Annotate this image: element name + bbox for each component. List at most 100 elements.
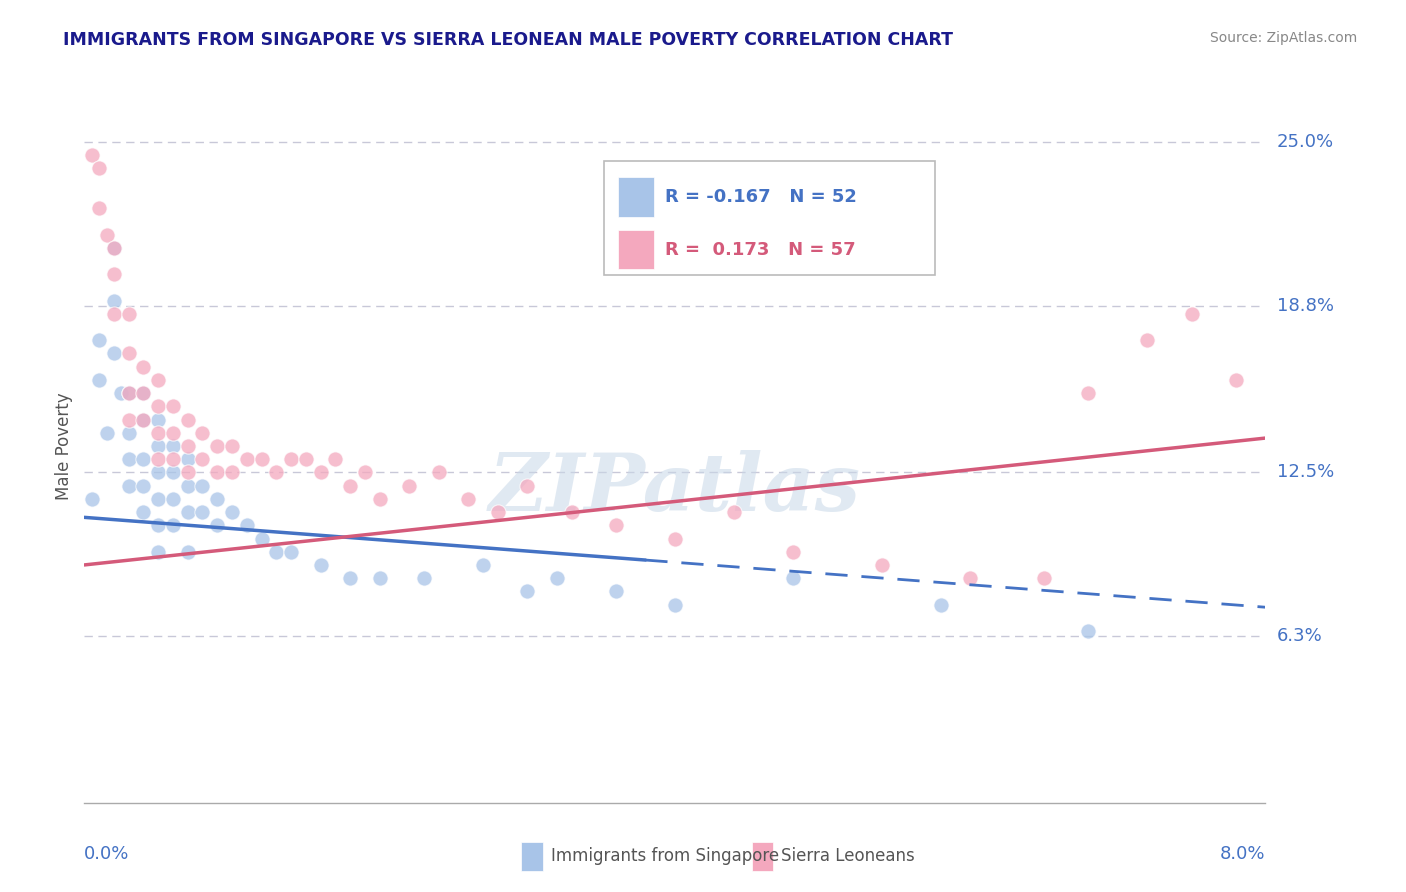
Point bbox=[427, 466, 450, 480]
Point bbox=[516, 584, 538, 599]
FancyBboxPatch shape bbox=[605, 161, 935, 275]
Point bbox=[148, 452, 170, 467]
Point bbox=[177, 545, 200, 559]
Point bbox=[103, 307, 125, 321]
Point bbox=[413, 571, 436, 585]
Point bbox=[118, 452, 141, 467]
Point bbox=[177, 478, 200, 492]
Point bbox=[782, 545, 804, 559]
Point bbox=[561, 505, 583, 519]
Point bbox=[339, 478, 361, 492]
Point bbox=[132, 412, 155, 426]
Point bbox=[1077, 386, 1099, 401]
Point bbox=[870, 558, 893, 572]
Text: R =  0.173   N = 57: R = 0.173 N = 57 bbox=[665, 241, 856, 259]
Point bbox=[457, 491, 479, 506]
Point bbox=[162, 466, 184, 480]
Point bbox=[148, 466, 170, 480]
Point bbox=[118, 386, 141, 401]
Point bbox=[368, 571, 391, 585]
Point bbox=[132, 505, 155, 519]
Bar bbox=[522, 842, 543, 871]
Point bbox=[664, 598, 686, 612]
Text: 25.0%: 25.0% bbox=[1277, 133, 1334, 151]
Point bbox=[87, 373, 111, 387]
Point bbox=[118, 425, 141, 440]
Point bbox=[295, 452, 318, 467]
Point bbox=[103, 267, 125, 281]
Point bbox=[221, 439, 243, 453]
Text: 12.5%: 12.5% bbox=[1277, 464, 1334, 482]
Text: IMMIGRANTS FROM SINGAPORE VS SIERRA LEONEAN MALE POVERTY CORRELATION CHART: IMMIGRANTS FROM SINGAPORE VS SIERRA LEON… bbox=[63, 31, 953, 49]
Point bbox=[605, 584, 627, 599]
Point bbox=[132, 386, 155, 401]
Point bbox=[80, 491, 103, 506]
Text: R = -0.167   N = 52: R = -0.167 N = 52 bbox=[665, 188, 858, 206]
Point bbox=[87, 161, 111, 176]
Point bbox=[103, 241, 125, 255]
Bar bbox=[619, 230, 654, 269]
Point bbox=[191, 505, 214, 519]
Point bbox=[221, 505, 243, 519]
Point bbox=[148, 373, 170, 387]
Point bbox=[103, 241, 125, 255]
Point bbox=[250, 452, 273, 467]
Point bbox=[118, 307, 141, 321]
Bar bbox=[619, 178, 654, 217]
Point bbox=[148, 518, 170, 533]
Point bbox=[148, 425, 170, 440]
Point bbox=[177, 505, 200, 519]
Point bbox=[132, 386, 155, 401]
Point bbox=[103, 293, 125, 308]
Point bbox=[118, 478, 141, 492]
Point bbox=[207, 518, 229, 533]
Point bbox=[664, 532, 686, 546]
Bar bbox=[752, 842, 773, 871]
Point bbox=[325, 452, 347, 467]
Point bbox=[177, 466, 200, 480]
Point bbox=[191, 452, 214, 467]
Point bbox=[207, 466, 229, 480]
Point bbox=[162, 491, 184, 506]
Point bbox=[1077, 624, 1099, 638]
Point bbox=[110, 386, 132, 401]
Point bbox=[191, 425, 214, 440]
Text: 6.3%: 6.3% bbox=[1277, 627, 1322, 645]
Point bbox=[605, 518, 627, 533]
Point bbox=[132, 478, 155, 492]
Point bbox=[354, 466, 377, 480]
Text: 0.0%: 0.0% bbox=[84, 845, 129, 863]
Point bbox=[368, 491, 391, 506]
Point bbox=[339, 571, 361, 585]
Point bbox=[96, 227, 118, 242]
Text: 8.0%: 8.0% bbox=[1220, 845, 1265, 863]
Point bbox=[1136, 333, 1159, 347]
Point bbox=[516, 478, 538, 492]
Point bbox=[546, 571, 568, 585]
Point bbox=[148, 491, 170, 506]
Point bbox=[309, 558, 332, 572]
Point bbox=[87, 333, 111, 347]
Point bbox=[118, 412, 141, 426]
Text: ZIPatlas: ZIPatlas bbox=[489, 450, 860, 527]
Point bbox=[959, 571, 981, 585]
Point bbox=[118, 386, 141, 401]
Point bbox=[486, 505, 509, 519]
Point bbox=[103, 346, 125, 360]
Point bbox=[221, 466, 243, 480]
Point bbox=[723, 505, 745, 519]
Point bbox=[177, 439, 200, 453]
Point bbox=[264, 545, 288, 559]
Point bbox=[162, 425, 184, 440]
Point bbox=[87, 201, 111, 215]
Point bbox=[280, 545, 302, 559]
Point bbox=[80, 148, 103, 162]
Point bbox=[148, 439, 170, 453]
Point bbox=[235, 452, 259, 467]
Text: Sierra Leoneans: Sierra Leoneans bbox=[782, 847, 915, 865]
Point bbox=[1225, 373, 1247, 387]
Point bbox=[264, 466, 288, 480]
Point bbox=[782, 571, 804, 585]
Point bbox=[191, 478, 214, 492]
Point bbox=[162, 400, 184, 414]
